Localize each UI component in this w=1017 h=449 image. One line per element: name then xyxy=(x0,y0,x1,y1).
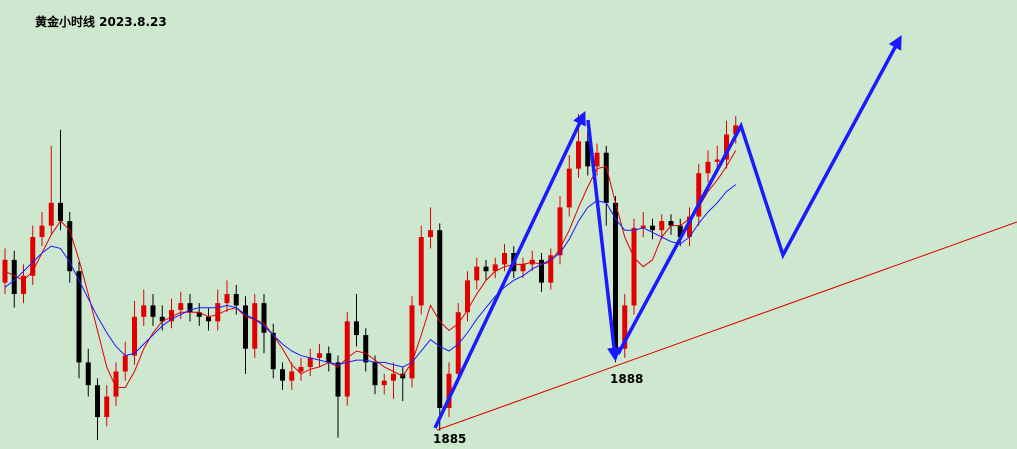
candle-body xyxy=(95,385,100,418)
candle-body xyxy=(196,312,202,317)
candle-body xyxy=(520,264,526,272)
candle-body xyxy=(215,303,221,322)
moving-average-line xyxy=(4,150,737,388)
candle-body xyxy=(289,371,295,381)
candle-body xyxy=(354,321,359,336)
candle-body xyxy=(344,321,350,397)
candle-body xyxy=(548,255,554,283)
candle-body xyxy=(261,303,267,333)
candle-body xyxy=(566,168,572,208)
candle-body xyxy=(11,259,17,295)
candle-body xyxy=(67,221,73,272)
candle-body xyxy=(104,396,110,418)
candle-body xyxy=(492,264,498,272)
candle-body xyxy=(233,294,239,306)
candle-body xyxy=(363,335,369,363)
candle-body xyxy=(39,225,45,238)
arrow-up xyxy=(433,110,586,429)
candle-body xyxy=(391,373,396,381)
candle-body xyxy=(613,202,618,349)
candle-body xyxy=(483,266,489,272)
candles xyxy=(2,113,739,440)
annotation: 1885 xyxy=(433,432,466,446)
candle-body xyxy=(280,369,285,381)
candle-body xyxy=(298,366,304,372)
candle-body xyxy=(58,202,63,222)
candle-body xyxy=(446,373,452,408)
candle-body xyxy=(224,294,230,304)
candle-body xyxy=(159,316,165,322)
candle-body xyxy=(677,225,683,238)
candle-body xyxy=(187,303,193,313)
candle-body xyxy=(650,225,655,231)
moving-average-line xyxy=(4,184,737,368)
candle-body xyxy=(622,305,628,349)
candle-body xyxy=(381,380,387,386)
candle-body xyxy=(21,275,26,295)
candle-body xyxy=(252,303,258,349)
candle-body xyxy=(48,202,54,226)
candle-body xyxy=(178,303,184,310)
candle-body xyxy=(733,125,739,135)
candle-body xyxy=(85,362,91,386)
candle-body xyxy=(502,252,507,265)
candle-body xyxy=(270,332,276,370)
candle-body xyxy=(659,221,665,231)
annotation: 1888 xyxy=(610,372,643,386)
candle-body xyxy=(714,159,720,162)
candle-body xyxy=(557,207,563,256)
candle-body xyxy=(418,237,424,306)
candle-body xyxy=(317,353,322,358)
candle-body xyxy=(206,316,211,322)
candle-body xyxy=(307,357,313,367)
candle-body xyxy=(122,355,128,372)
candle-body xyxy=(326,353,332,363)
chart-title: 黄金小时线 2023.8.23 xyxy=(35,14,167,29)
candle-body xyxy=(113,371,119,397)
arrow-down xyxy=(586,119,621,362)
candle-body xyxy=(428,230,433,238)
candle-body xyxy=(76,271,82,363)
candle-body xyxy=(372,362,378,386)
candle-body xyxy=(594,152,600,167)
candle-body xyxy=(696,173,702,217)
candle-body xyxy=(668,221,674,226)
candle-body xyxy=(243,305,248,349)
candle-body xyxy=(576,141,581,169)
candle-body xyxy=(474,266,480,281)
candle-body xyxy=(465,280,470,313)
candle-body xyxy=(132,316,137,356)
candle-body xyxy=(455,312,461,374)
candle-body xyxy=(150,305,156,317)
candle-body xyxy=(30,237,36,276)
candle-body xyxy=(724,134,729,160)
candle-body xyxy=(603,152,609,203)
candle-body xyxy=(585,141,591,167)
candle-body xyxy=(539,259,544,283)
candle-body xyxy=(169,309,174,322)
candle-body xyxy=(409,305,415,379)
trend-line xyxy=(436,221,1017,431)
candle-body xyxy=(335,362,341,397)
candle-body xyxy=(640,225,646,228)
candle-body xyxy=(705,161,711,174)
candle-body xyxy=(437,230,443,408)
candle-body xyxy=(631,227,637,306)
arrow-projection xyxy=(616,35,902,355)
candle-body xyxy=(687,216,692,238)
candle-body xyxy=(141,305,147,317)
